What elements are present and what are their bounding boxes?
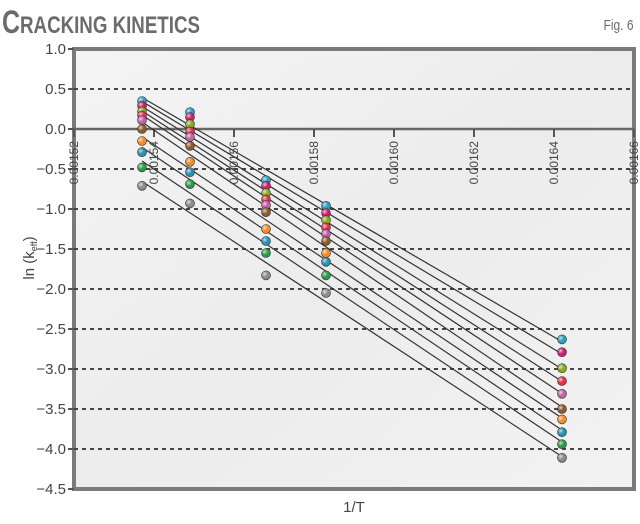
fit-line	[141, 114, 563, 395]
fit-line	[141, 160, 563, 443]
fit-line	[141, 110, 563, 382]
chart-title: CRACKING KINETICS	[2, 4, 200, 41]
x-tick-label: 0.00158	[307, 141, 321, 185]
y-axis-title: ln (keff)	[21, 236, 39, 279]
y-tick-label: 0.5	[45, 81, 66, 98]
fit-line	[141, 97, 563, 343]
chart-title-rest: RACKING KINETICS	[20, 12, 200, 39]
y-tick-label: −4.5	[36, 481, 66, 498]
axes	[68, 48, 635, 490]
fit-line	[141, 180, 563, 458]
data-points	[137, 96, 567, 463]
x-tick-label: 0.00164	[547, 141, 561, 185]
y-tick-label: 1.0	[45, 41, 66, 58]
y-tick-label: −2.0	[36, 281, 66, 298]
x-tick-label: 0.00162	[467, 141, 481, 185]
y-tick-label: 0.0	[45, 121, 66, 138]
y-tick-label: −4.0	[36, 441, 66, 458]
fit-lines	[141, 97, 563, 458]
x-tick-label: 0.00154	[147, 141, 161, 185]
plot-area	[72, 47, 636, 491]
y-tick-label: −3.0	[36, 361, 66, 378]
y-tick-label: −2.5	[36, 321, 66, 338]
x-tick-label: 0.00152	[67, 141, 81, 185]
fit-line	[141, 146, 563, 431]
y-tick-label: −1.5	[36, 241, 66, 258]
axis-labels: 1.0 0.5 0.0 −0.5 −1.0 −1.5 −2.0 −2.5 −3.0 −3.5 −4.…	[21, 41, 640, 516]
y-tick-label: −0.5	[36, 161, 66, 178]
chart-title-first-letter: C	[2, 4, 21, 40]
x-tick-label: 0.00156	[227, 141, 241, 185]
y-tick-label: −1.0	[36, 201, 66, 218]
x-axis-title: 1/T	[343, 499, 365, 516]
y-tick-label: −3.5	[36, 401, 66, 418]
fit-line	[141, 105, 563, 370]
fit-line	[141, 121, 563, 408]
figure-label: Fig. 6	[603, 17, 634, 34]
x-tick-label: 0.00166	[627, 141, 640, 185]
fit-line	[141, 136, 563, 419]
x-tick-label: 0.00160	[387, 141, 401, 185]
fit-line	[141, 100, 563, 355]
